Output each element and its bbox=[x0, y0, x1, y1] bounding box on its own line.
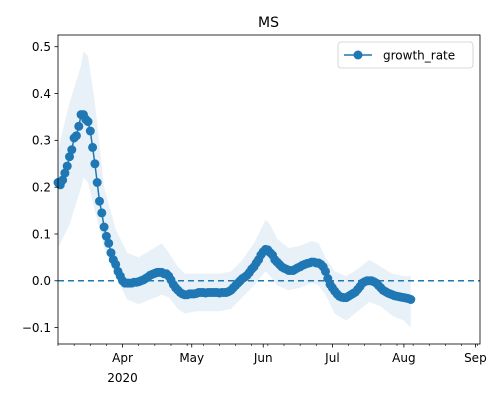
x-tick-label: Apr bbox=[112, 351, 133, 365]
x-tick-label: Aug bbox=[392, 351, 415, 365]
confidence-band bbox=[58, 51, 411, 328]
x-tick-label: Jun bbox=[253, 351, 273, 365]
growth-rate-point bbox=[406, 295, 416, 304]
x-tick-label: May bbox=[179, 351, 204, 365]
growth-rate-point bbox=[101, 231, 111, 241]
growth-rate-point bbox=[321, 266, 330, 276]
growth-rate-point bbox=[99, 222, 109, 232]
growth-rate-point bbox=[83, 117, 93, 127]
growth-rate-point bbox=[90, 159, 100, 169]
growth-rate-point bbox=[97, 208, 107, 218]
y-tick-label: 0.3 bbox=[32, 134, 51, 148]
legend-marker-swatch bbox=[353, 50, 363, 60]
growth-rate-point bbox=[85, 126, 95, 136]
confidence-band-layer bbox=[58, 51, 411, 328]
y-axis: −0.1 0.0 0.1 0.2 0.3 0.4 0.5 bbox=[22, 40, 58, 335]
growth-rate-point bbox=[104, 238, 114, 248]
growth-rate-point bbox=[62, 161, 72, 171]
growth-rate-point bbox=[60, 168, 70, 178]
growth-rate-point bbox=[74, 121, 84, 131]
growth-rate-point bbox=[95, 196, 104, 206]
x-tick-label: Jul bbox=[324, 351, 339, 365]
growth-rate-point bbox=[67, 145, 77, 155]
legend: growth_rate bbox=[337, 41, 474, 69]
growth-rate-point bbox=[88, 142, 98, 152]
y-tick-label: −0.1 bbox=[22, 321, 51, 335]
series-marker-layer bbox=[53, 110, 416, 304]
growth-rate-point bbox=[71, 131, 81, 141]
y-tick-label: 0.0 bbox=[32, 274, 51, 288]
x-axis: Apr 2020 May Jun Jul Aug Sep bbox=[57, 344, 487, 385]
x-tick-label: Sep bbox=[464, 351, 487, 365]
growth-rate-point bbox=[92, 178, 102, 187]
y-tick-label: 0.4 bbox=[32, 87, 51, 101]
y-tick-label: 0.5 bbox=[32, 40, 51, 54]
y-tick-label: 0.2 bbox=[32, 180, 51, 194]
chart-title: MS bbox=[258, 15, 279, 31]
y-tick-label: 0.1 bbox=[32, 227, 51, 241]
growth-rate-point bbox=[65, 152, 74, 162]
legend-box bbox=[337, 41, 474, 69]
growth-rate-point bbox=[58, 175, 68, 185]
plot-frame bbox=[57, 34, 481, 345]
growth-rate-point bbox=[106, 248, 116, 258]
legend-label: growth_rate bbox=[383, 49, 455, 63]
growth-rate-point bbox=[111, 259, 121, 269]
x-tick-year-label: 2020 bbox=[107, 371, 138, 385]
